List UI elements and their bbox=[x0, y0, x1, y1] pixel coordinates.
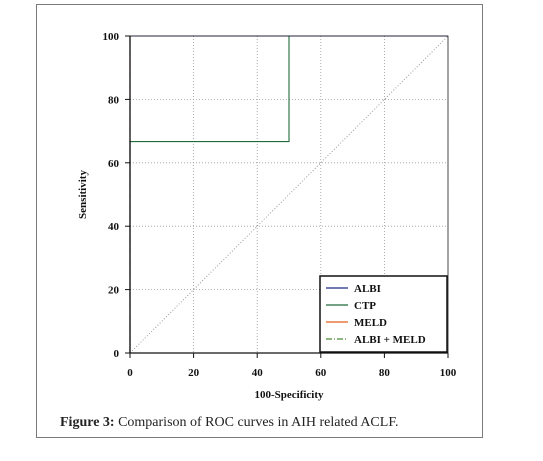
y-tick-label-80: 80 bbox=[108, 94, 120, 106]
x-tick-label-80: 80 bbox=[379, 367, 391, 379]
y-tick-label-100: 100 bbox=[103, 31, 120, 43]
caption-label: Figure 3: bbox=[60, 415, 115, 430]
y-tick-label-60: 60 bbox=[108, 158, 120, 170]
legend: ALBI CTP MELD ALBI + MELD bbox=[319, 275, 448, 353]
x-tick-label-20: 20 bbox=[188, 367, 200, 379]
x-tick-label-60: 60 bbox=[315, 367, 327, 379]
legend-label-albi: ALBI bbox=[354, 283, 381, 295]
legend-label-ctp: CTP bbox=[354, 300, 376, 312]
x-tick-label-0: 0 bbox=[127, 367, 133, 379]
x-tick-label-40: 40 bbox=[252, 367, 264, 379]
y-tick-label-20: 20 bbox=[108, 285, 120, 297]
y-tick-label-0: 0 bbox=[114, 348, 120, 360]
y-axis-label: Sensitivity bbox=[77, 170, 89, 219]
figure-frame bbox=[36, 4, 483, 438]
x-tick-label-100: 100 bbox=[440, 367, 457, 379]
legend-label-meld: MELD bbox=[354, 317, 387, 329]
legend-label-albi-meld: ALBI + MELD bbox=[354, 334, 426, 346]
axis-ticks: 0 20 40 60 80 100 0 20 40 60 80 100 bbox=[103, 31, 457, 379]
y-tick-label-40: 40 bbox=[108, 221, 120, 233]
figure-caption: Figure 3: Comparison of ROC curves in AI… bbox=[60, 415, 398, 431]
caption-text: Comparison of ROC curves in AIH related … bbox=[114, 415, 399, 430]
x-axis-label: 100-Specificity bbox=[254, 389, 324, 401]
